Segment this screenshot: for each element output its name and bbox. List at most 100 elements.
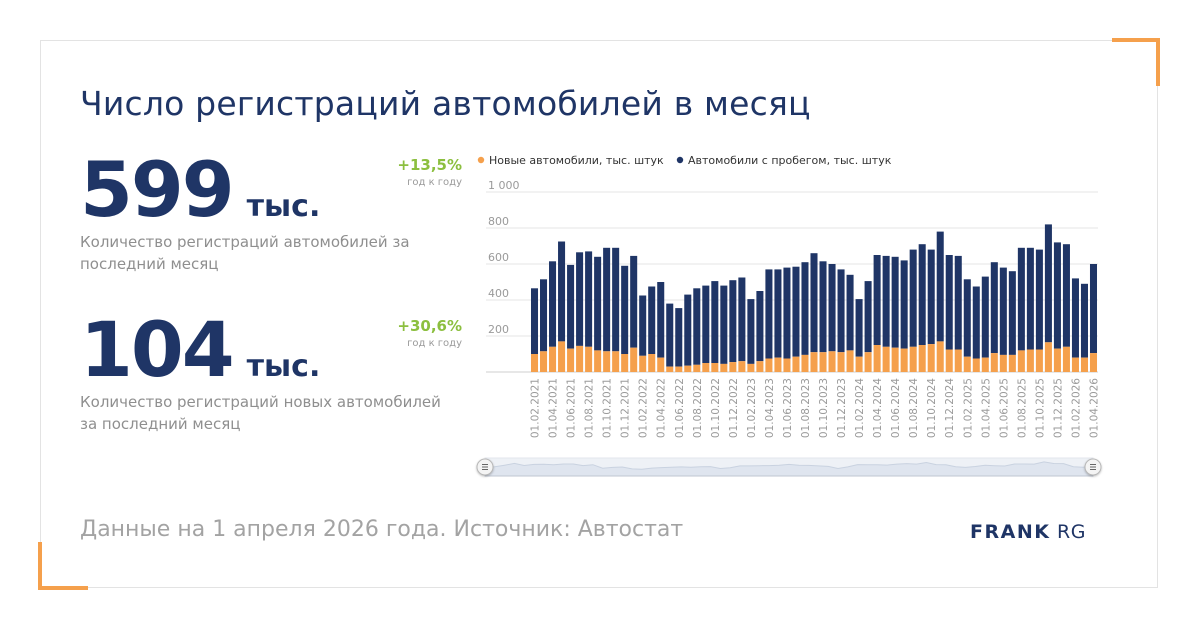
x-tick-label: 01.02.2023 <box>746 378 758 438</box>
bar-used <box>675 308 683 367</box>
bar-used <box>1071 278 1079 358</box>
x-tick-label: 01.06.2023 <box>782 378 794 438</box>
bar-used <box>738 277 746 362</box>
bar-new <box>765 358 773 372</box>
bar-used <box>1026 247 1034 350</box>
stat-new-change-block: +30,6% год к году <box>397 317 462 349</box>
bar-used <box>774 269 782 358</box>
bar-new <box>1062 346 1070 372</box>
x-tick-label: 01.12.2022 <box>728 378 740 438</box>
x-tick-label: 01.02.2025 <box>962 378 974 438</box>
bar-new <box>792 356 800 372</box>
stat-total-change-block: +13,5% год к году <box>397 156 462 188</box>
bar-used <box>576 252 584 346</box>
bar-new <box>990 353 998 372</box>
bar-used <box>639 295 647 356</box>
bar-new <box>837 352 845 372</box>
bar-new <box>873 345 881 372</box>
bar-used <box>756 291 764 362</box>
x-tick-label: 01.08.2024 <box>908 378 920 438</box>
stat-new-description: Количество регистраций новых автомобилей… <box>80 393 441 433</box>
y-tick-label: 400 <box>488 287 509 300</box>
bar-new <box>530 354 539 372</box>
bar-new <box>567 348 575 372</box>
bar-used <box>693 288 701 365</box>
stat-new-value: 104 <box>80 305 235 394</box>
x-tick-label: 01.02.2024 <box>854 378 866 438</box>
bar-used <box>873 255 881 345</box>
x-tick-label: 01.10.2024 <box>926 378 938 438</box>
bar-used <box>1008 271 1016 355</box>
bar-used <box>720 285 728 364</box>
page-title: Число регистраций автомобилей в месяц <box>80 84 811 123</box>
bar-used <box>954 255 962 350</box>
bar-used <box>621 265 629 354</box>
bar-new <box>1071 357 1079 372</box>
y-tick-label: 800 <box>488 215 509 228</box>
bar-used <box>549 261 557 347</box>
bar-new <box>927 344 935 372</box>
bar-new <box>585 346 593 372</box>
x-tick-label: 01.06.2022 <box>674 378 686 438</box>
x-tick-label: 01.04.2026 <box>1088 378 1100 438</box>
bar-new <box>684 365 692 372</box>
bar-used <box>981 276 989 358</box>
bar-used <box>530 288 539 354</box>
x-tick-label: 01.06.2025 <box>998 378 1010 438</box>
x-tick-label: 01.04.2023 <box>764 378 776 438</box>
bar-used <box>855 299 863 357</box>
x-tick-label: 01.12.2023 <box>836 378 848 438</box>
bar-new <box>711 363 719 372</box>
x-tick-label: 01.12.2025 <box>1052 378 1064 438</box>
footer-source: Данные на 1 апреля 2026 года. Источник: … <box>80 517 684 542</box>
bar-new <box>603 351 611 372</box>
x-tick-label: 01.02.2022 <box>638 378 650 438</box>
y-tick-label: 600 <box>488 251 509 264</box>
bar-used <box>900 260 908 349</box>
bar-used <box>1044 224 1052 343</box>
bar-new <box>747 363 755 372</box>
bar-new <box>720 363 728 372</box>
bar-used <box>1053 242 1061 349</box>
bar-new <box>648 354 656 372</box>
legend-label-new: Новые автомобили, тыс. штук <box>489 154 664 167</box>
bar-new <box>900 348 908 372</box>
navigator-series <box>484 461 1094 477</box>
x-tick-label: 01.02.2021 <box>530 378 542 438</box>
stat-new-unit: тыс. <box>246 349 321 384</box>
bar-new <box>954 349 962 372</box>
bar-used <box>540 279 548 352</box>
bar-used <box>936 231 944 342</box>
x-tick-label: 01.10.2023 <box>818 378 830 438</box>
x-tick-label: 01.06.2024 <box>890 378 902 438</box>
x-tick-label: 01.08.2025 <box>1016 378 1028 438</box>
bar-used <box>612 247 620 352</box>
x-tick-label: 01.10.2022 <box>710 378 722 438</box>
bar-used <box>891 256 899 348</box>
bar-used <box>801 262 809 355</box>
bar-used <box>1017 247 1025 351</box>
bar-used <box>792 266 800 357</box>
bar-new <box>828 351 836 372</box>
bar-new <box>846 350 854 372</box>
x-tick-label: 01.12.2021 <box>620 378 632 438</box>
bar-used <box>711 281 719 363</box>
bar-used <box>828 264 836 352</box>
bar-new <box>1089 353 1098 372</box>
x-tick-label: 01.12.2024 <box>944 378 956 438</box>
stat-total-value-block: 599 тыс. <box>80 152 320 228</box>
bar-used <box>972 286 980 359</box>
bar-used <box>819 261 827 353</box>
bar-used <box>1080 283 1088 358</box>
bar-used <box>648 286 656 354</box>
legend-label-used: Автомобили с пробегом, тыс. штук <box>688 154 892 167</box>
bar-used <box>882 255 890 347</box>
bar-used <box>729 280 737 363</box>
bar-used <box>585 251 593 347</box>
bar-used <box>657 282 665 358</box>
bar-used <box>837 269 845 353</box>
bar-used <box>864 281 872 353</box>
stat-new-value-block: 104 тыс. <box>80 312 320 388</box>
bar-new <box>783 358 791 372</box>
